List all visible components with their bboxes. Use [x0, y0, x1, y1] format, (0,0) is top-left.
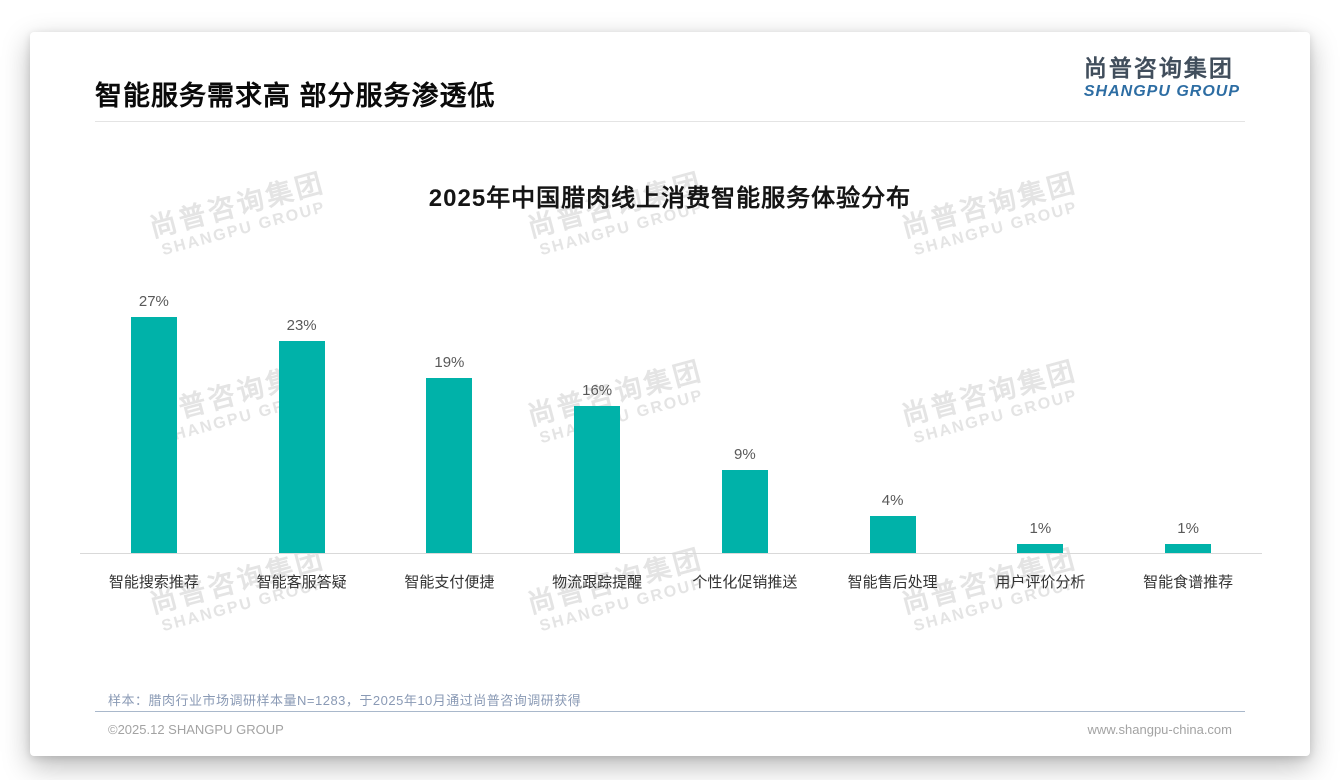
bar-column: 19% [376, 293, 524, 553]
page-title: 智能服务需求高 部分服务渗透低 [95, 81, 496, 111]
value-label: 9% [734, 446, 756, 463]
category-label: 智能客服答疑 [256, 574, 347, 591]
category-label: 用户评价分析 [995, 574, 1086, 591]
category-label: 个性化促销推送 [692, 574, 798, 591]
bar [1165, 544, 1212, 553]
value-label: 19% [434, 354, 465, 371]
sample-footnote: 样本：腊肉行业市场调研样本量N=1283，于2025年10月通过尚普咨询调研获得 [108, 693, 582, 708]
bar [278, 341, 325, 553]
bar-column: 4% [819, 293, 967, 553]
bars-row: 27% 23% 19% 16% 9% 4% 1% 1% [80, 293, 1262, 553]
logo-english-text: SHANGPU GROUP [1083, 83, 1240, 100]
copyright-text: ©2025.12 SHANGPU GROUP [108, 722, 284, 737]
report-card: 尚普咨询集团 SHANGPU GROUP 尚普咨询集团 SHANGPU GROUP 尚普… [30, 32, 1310, 756]
bar-column: 1% [967, 293, 1115, 553]
footer-divider [95, 711, 1245, 712]
chart-title: 2025年中国腊肉线上消费智能服务体验分布 [428, 185, 912, 212]
bar [721, 470, 768, 553]
bar-column: 27% [80, 293, 228, 553]
website-text: www.shangpu-china.com [1087, 722, 1232, 737]
logo-chinese-text: 尚普咨询集团 [1083, 55, 1234, 81]
category-labels-row: 智能搜索推荐 智能客服答疑 智能支付便捷 物流跟踪提醒 个性化促销推送 智能售后处理 用户评… [80, 571, 1262, 592]
value-label: 27% [138, 293, 169, 310]
bar-column: 9% [671, 293, 819, 553]
bar-column: 23% [228, 293, 376, 553]
value-label: 16% [582, 382, 613, 399]
company-logo: 尚普咨询集团 SHANGPU GROUP [1084, 54, 1240, 102]
header-divider [95, 121, 1245, 122]
value-label: 1% [1029, 520, 1052, 537]
value-label: 4% [881, 492, 904, 509]
category-label: 物流跟踪提醒 [552, 574, 643, 591]
category-label: 智能支付便捷 [404, 574, 495, 591]
x-axis-line [80, 553, 1262, 554]
bar-column: 1% [1114, 293, 1262, 553]
bar [426, 378, 473, 553]
bar-column: 16% [523, 293, 671, 553]
bar [574, 406, 621, 553]
bar [130, 317, 177, 553]
bar-chart: 27% 23% 19% 16% 9% 4% 1% 1% 智能搜索推荐 智能客服答疑 智能支付便捷 物… [80, 293, 1262, 592]
value-label: 23% [286, 317, 317, 334]
category-label: 智能食谱推荐 [1143, 574, 1234, 591]
footer-row: ©2025.12 SHANGPU GROUP www.shangpu-china… [108, 722, 1232, 737]
bar [1017, 544, 1064, 553]
bar [869, 516, 916, 553]
category-label: 智能售后处理 [847, 574, 938, 591]
category-label: 智能搜索推荐 [108, 574, 199, 591]
value-label: 1% [1177, 520, 1199, 537]
